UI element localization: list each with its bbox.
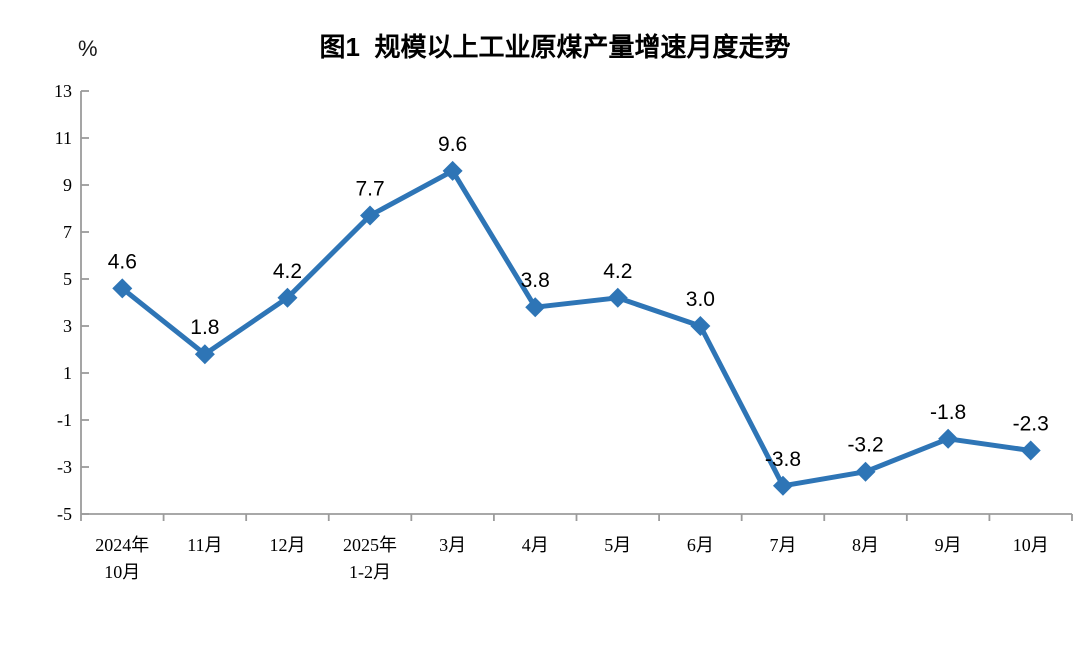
data-point-label: 4.2 bbox=[603, 260, 632, 283]
x-axis-tick-label: 11月 bbox=[187, 535, 222, 555]
data-point-marker bbox=[194, 344, 215, 365]
data-point-marker bbox=[772, 475, 793, 496]
data-point-label: 9.6 bbox=[438, 133, 467, 156]
x-axis-tick-label: 9月 bbox=[935, 535, 962, 555]
data-point-label: 3.0 bbox=[686, 288, 715, 311]
x-axis-tick-label: 6月 bbox=[687, 535, 714, 555]
data-point-label: 7.7 bbox=[355, 178, 384, 201]
y-axis-tick-label: -3 bbox=[57, 457, 72, 477]
x-axis-tick-label: 10月 bbox=[1013, 535, 1049, 555]
data-point-marker bbox=[607, 287, 628, 308]
chart-title: 图1 规模以上工业原煤产量增速月度走势 bbox=[319, 32, 791, 62]
data-labels-group: 4.6 1.8 4.2 7.7 9.6 3.8 4.2 3.0 -3.8 -3.2 -1.8 -2.3 bbox=[108, 133, 1049, 471]
y-axis-tick-label: 3 bbox=[63, 316, 72, 336]
data-point-label: 1.8 bbox=[190, 316, 219, 339]
data-point-label: 3.8 bbox=[521, 269, 550, 292]
y-axis-tick-label: -5 bbox=[57, 504, 72, 524]
y-axis-tick-label: 9 bbox=[63, 175, 72, 195]
y-axis-tick-label: 1 bbox=[63, 363, 72, 383]
data-point-label: -3.8 bbox=[765, 448, 801, 471]
x-axis-tick-label: 12月 bbox=[269, 535, 305, 555]
y-axis-unit-label: % bbox=[78, 36, 98, 61]
series-line bbox=[119, 168, 1034, 489]
data-point-label: 4.2 bbox=[273, 260, 302, 283]
y-axis-tick-label: 13 bbox=[54, 81, 72, 101]
data-point-label: -1.8 bbox=[930, 401, 966, 424]
y-axis-tick-label: 11 bbox=[55, 128, 72, 148]
x-axis-tick-label: 7月 bbox=[769, 535, 796, 555]
data-point-label: -2.3 bbox=[1013, 413, 1049, 436]
data-point-marker bbox=[525, 297, 546, 318]
x-axis-tick-label: 5月 bbox=[604, 535, 631, 555]
data-point-label: -3.2 bbox=[847, 434, 883, 457]
data-point-marker bbox=[277, 287, 298, 308]
data-point-marker bbox=[112, 278, 133, 299]
data-series-group bbox=[112, 160, 1041, 496]
x-axis-tick-label: 2025年 1-2月 bbox=[343, 535, 397, 582]
data-point-marker bbox=[360, 205, 381, 226]
y-axis-tick-label: -1 bbox=[57, 410, 72, 430]
y-axis-tick-label: 7 bbox=[63, 222, 72, 242]
data-point-marker bbox=[855, 461, 876, 482]
x-axis-tick-label: 4月 bbox=[522, 535, 549, 555]
data-point-marker bbox=[690, 316, 711, 336]
data-point-marker bbox=[938, 428, 959, 449]
data-point-marker bbox=[442, 160, 463, 181]
y-axis-tick-label: 5 bbox=[63, 269, 72, 289]
x-axis-tick-label: 8月 bbox=[852, 535, 879, 555]
data-point-label: 4.6 bbox=[108, 250, 137, 273]
data-point-marker bbox=[1020, 440, 1041, 461]
x-axis-tick-label: 3月 bbox=[439, 535, 466, 555]
x-axis-tick-label: 2024年 10月 bbox=[95, 535, 149, 582]
